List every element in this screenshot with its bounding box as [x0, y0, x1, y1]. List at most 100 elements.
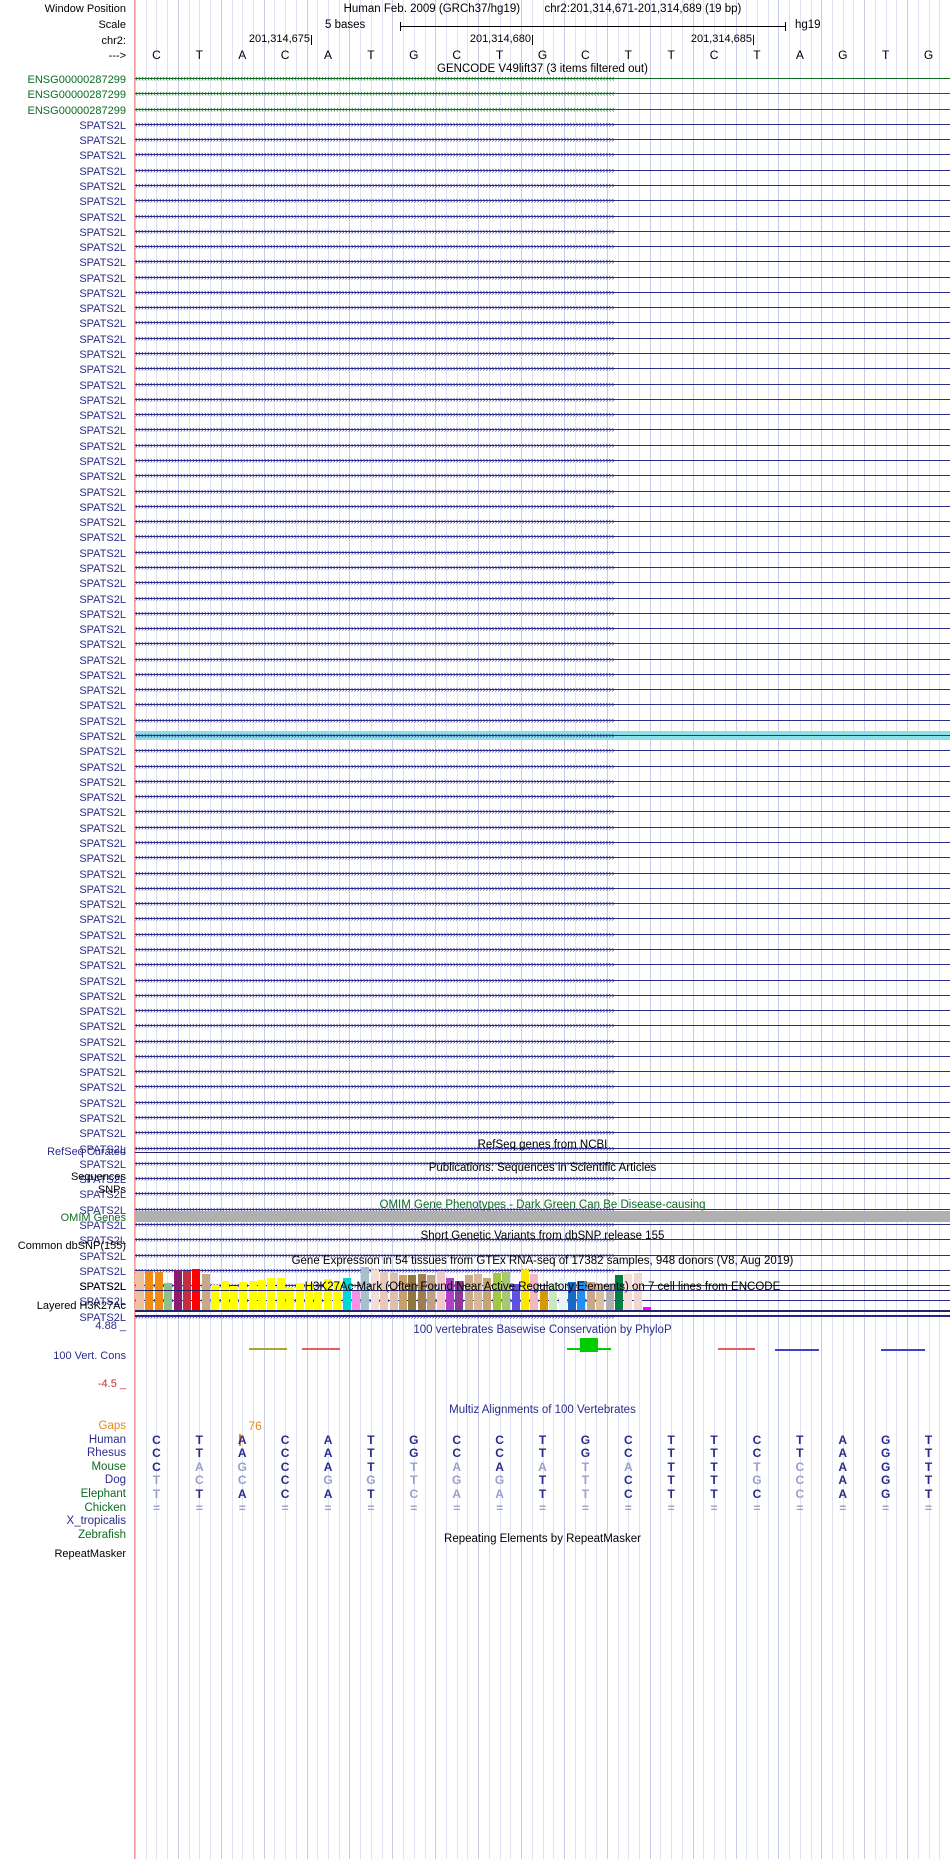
gene-row[interactable]: ››››››››››››››››››››››››››››››››››››››››… — [135, 884, 950, 893]
gene-row-label[interactable]: SPATS2L — [79, 119, 126, 132]
gene-row[interactable]: ››››››››››››››››››››››››››››››››››››››››… — [135, 807, 950, 816]
gene-row[interactable]: ››››››››››››››››››››››››››››››››››››››››… — [135, 578, 950, 587]
gene-row-label[interactable]: SPATS2L — [79, 501, 126, 514]
gene-row[interactable]: ››››››››››››››››››››››››››››››››››››››››… — [135, 166, 950, 175]
gene-row[interactable]: ››››››››››››››››››››››››››››››››››››››››… — [135, 914, 950, 923]
gene-row-label[interactable]: SPATS2L — [79, 211, 126, 224]
gene-row-label[interactable]: SPATS2L — [79, 135, 126, 148]
gene-row-label[interactable]: SPATS2L — [79, 960, 126, 973]
gene-row[interactable]: ››››››››››››››››››››››››››››››››››››››››… — [135, 976, 950, 985]
gene-row-label[interactable]: SPATS2L — [79, 883, 126, 896]
gene-row-label[interactable]: SPATS2L — [79, 440, 126, 453]
gene-row-label[interactable]: ENSG00000287299 — [27, 74, 126, 86]
gene-row[interactable]: ››››››››››››››››››››››››››››››››››››››››… — [135, 471, 950, 480]
gene-row-label[interactable]: SPATS2L — [79, 425, 126, 438]
gene-row-label[interactable]: SPATS2L — [79, 822, 126, 835]
gene-row[interactable]: ››››››››››››››››››››››››››››››››››››››››… — [135, 425, 950, 434]
gene-row-label[interactable]: SPATS2L — [79, 868, 126, 881]
gene-row-label[interactable]: SPATS2L — [79, 333, 126, 346]
gene-row-label[interactable]: SPATS2L — [79, 456, 126, 468]
gene-row[interactable]: ››››››››››››››››››››››››››››››››››››››››… — [135, 1174, 950, 1183]
multiz-species-label[interactable]: Mouse — [91, 1460, 126, 1473]
gene-row-label[interactable]: SPATS2L — [79, 715, 126, 728]
gene-row[interactable]: ››››››››››››››››››››››››››››››››››››››››… — [135, 227, 950, 236]
gene-row[interactable]: ››››››››››››››››››››››››››››››››››››››››… — [135, 777, 950, 786]
gene-row-label[interactable]: SPATS2L — [79, 1158, 126, 1171]
gene-row[interactable]: ››››››››››››››››››››››››››››››››››››››››… — [135, 303, 950, 312]
gene-row-label[interactable]: SPATS2L — [79, 242, 126, 255]
gene-row[interactable]: ››››››››››››››››››››››››››››››››››››››››… — [135, 487, 950, 496]
multiz-species-label[interactable]: Elephant — [80, 1488, 126, 1500]
gene-row[interactable]: ››››››››››››››››››››››››››››››››››››››››… — [135, 181, 950, 190]
gene-row[interactable]: ››››››››››››››››››››››››››››››››››››››››… — [135, 853, 950, 862]
gene-row[interactable]: ››››››››››››››››››››››››››››››››››››››››… — [135, 624, 950, 633]
gene-row[interactable]: ››››››››››››››››››››››››››››››››››››››››… — [135, 1082, 950, 1091]
multiz-species-label[interactable]: Rhesus — [87, 1447, 126, 1460]
gene-row[interactable]: ››››››››››››››››››››››››››››››››››››››››… — [135, 792, 950, 801]
gene-row-label[interactable]: SPATS2L — [79, 1036, 126, 1049]
gene-row[interactable]: ››››››››››››››››››››››››››››››››››››››››… — [135, 196, 950, 205]
gene-row-label[interactable]: SPATS2L — [79, 1097, 126, 1110]
gene-row-label[interactable]: SPATS2L — [79, 975, 126, 988]
gene-row[interactable]: ››››››››››››››››››››››››››››››››››››››››… — [135, 120, 950, 129]
gene-row[interactable]: ››››››››››››››››››››››››››››››››››››››››… — [135, 1251, 950, 1260]
gene-row[interactable]: ››››››››››››››››››››››››››››››››››››››››… — [135, 364, 950, 373]
gene-row[interactable]: ››››››››››››››››››››››››››››››››››››››››… — [135, 716, 950, 725]
gene-row[interactable]: ››››››››››››››››››››››››››››››››››››››››… — [135, 410, 950, 419]
gene-row-label[interactable]: SPATS2L — [79, 944, 126, 957]
gene-row-label[interactable]: SPATS2L — [79, 165, 126, 178]
gene-row-label[interactable]: SPATS2L — [79, 685, 126, 698]
gene-row[interactable]: ››››››››››››››››››››››››››››››››››››››››… — [135, 1205, 950, 1214]
gene-row-label[interactable]: SPATS2L — [79, 318, 126, 331]
gene-row-label[interactable]: SPATS2L — [79, 1235, 126, 1248]
gene-row[interactable]: ››››››››››››››››››››››››››››››››››››››››… — [135, 1037, 950, 1046]
gene-row[interactable]: ››››››››››››››››››››››››››››››››››››››››… — [135, 318, 950, 327]
gene-row-label[interactable]: SPATS2L — [79, 1021, 126, 1034]
gene-row-label[interactable]: SPATS2L — [79, 899, 126, 912]
gene-row[interactable]: ››››››››››››››››››››››››››››››››››››››››… — [135, 257, 950, 266]
gene-row[interactable]: ››››››››››››››››››››››››››››››››››››››››… — [135, 655, 950, 664]
gene-row[interactable]: ››››››››››››››››››››››››››››››››››››››››… — [135, 762, 950, 771]
gene-row[interactable]: ››››››››››››››››››››››››››››››››››››››››… — [135, 242, 950, 251]
gene-row-label[interactable]: SPATS2L — [79, 226, 126, 239]
omim-track-label[interactable]: OMIM Genes — [60, 1212, 126, 1224]
gene-row-label[interactable]: SPATS2L — [79, 379, 126, 392]
gene-row[interactable]: ››››››››››››››››››››››››››››››››››››››››… — [135, 1021, 950, 1030]
gene-row[interactable]: ››››››››››››››››››››››››››››››››››››››››… — [135, 838, 950, 847]
gene-row-label[interactable]: SPATS2L — [79, 1174, 126, 1187]
gene-row-label[interactable]: SPATS2L — [79, 639, 126, 652]
dbsnp-track-label[interactable]: Common dbSNP(155) — [17, 1240, 126, 1252]
gene-row-label[interactable]: SPATS2L — [79, 486, 126, 499]
gene-row-label[interactable]: SPATS2L — [79, 776, 126, 789]
gene-row[interactable]: ››››››››››››››››››››››››››››››››››››››››… — [135, 548, 950, 557]
gene-row[interactable]: ››››››››››››››››››››››››››››››››››››››››… — [135, 639, 950, 648]
gene-row[interactable]: ››››››››››››››››››››››››››››››››››››››››… — [135, 349, 950, 358]
gene-row-label[interactable]: SPATS2L — [79, 303, 126, 316]
gene-row-label[interactable]: SPATS2L — [79, 1082, 126, 1095]
gene-row[interactable]: ››››››››››››››››››››››››››››››››››››››››… — [135, 960, 950, 969]
repeatmasker-track-label[interactable]: RepeatMasker — [54, 1548, 126, 1560]
refseq-track-label[interactable]: RefSeq Curated — [47, 1146, 126, 1158]
gene-row[interactable]: ››››››››››››››››››››››››››››››››››››››››… — [135, 1144, 950, 1153]
gene-row[interactable]: ››››››››››››››››››››››››››››››››››››››››… — [135, 1067, 950, 1076]
gene-row[interactable]: ››››››››››››››››››››››››››››››››››››››››… — [135, 945, 950, 954]
gene-row-label[interactable]: SPATS2L — [79, 853, 126, 866]
multiz-species-label[interactable]: Dog — [104, 1474, 126, 1487]
gene-row-label[interactable]: SPATS2L — [79, 1265, 126, 1278]
gene-row-label[interactable]: SPATS2L — [79, 593, 126, 606]
gene-row-label[interactable]: SPATS2L — [79, 287, 126, 300]
gene-row-label[interactable]: SPATS2L — [79, 914, 126, 927]
gene-row[interactable]: ››››››››››››››››››››››››››››››››››››››››… — [135, 456, 950, 465]
gene-row-label[interactable]: SPATS2L — [79, 792, 126, 805]
gene-row[interactable]: ››››››››››››››››››››››››››››››››››››››››… — [135, 1098, 950, 1107]
gene-row[interactable]: ››››››››››››››››››››››››››››››››››››››››… — [135, 1235, 950, 1244]
gene-row[interactable]: ››››››››››››››››››››››››››››››››››››››››… — [135, 395, 950, 404]
gene-row[interactable]: ››››››››››››››››››››››››››››››››››››››››… — [135, 135, 950, 144]
gene-row[interactable]: ››››››››››››››››››››››››››››››››››››››››… — [135, 1113, 950, 1122]
gene-row[interactable]: ››››››››››››››››››››››››››››››››››››››››… — [135, 150, 950, 159]
gene-row-label[interactable]: SPATS2L — [79, 990, 126, 1003]
gene-row-label[interactable]: SPATS2L — [79, 1311, 126, 1324]
publications-track-label[interactable]: Sequences — [70, 1171, 126, 1183]
gene-row-label[interactable]: SPATS2L — [79, 547, 126, 560]
gene-row-label[interactable]: SPATS2L — [79, 1220, 126, 1232]
